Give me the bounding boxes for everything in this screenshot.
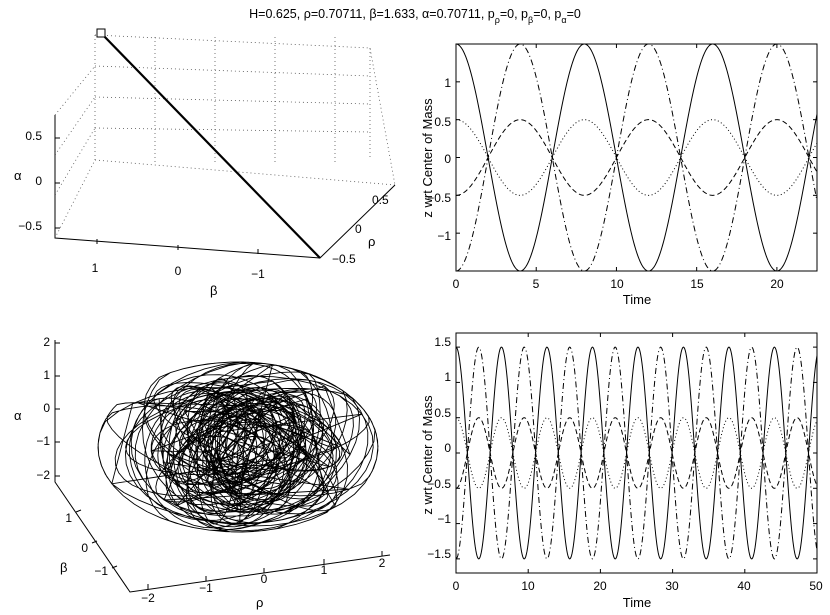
tl-z-label: α [14,168,22,183]
tl-y-label: β [210,283,217,298]
series-line-dotted [455,119,818,196]
tl-x-tick-0: 0.5 [372,193,389,207]
chaotic-trajectory [97,361,379,533]
br-y-tick-6: 1.5 [434,335,451,349]
grid-line [94,65,371,77]
tr-x-tick-2: 10 [610,277,624,291]
tr-y-tick-2: 0 [444,152,451,166]
axes-3d-top [54,115,396,259]
br-y-tick-1: −1 [437,512,451,526]
tl-y-tick-2: −1 [251,267,265,281]
tl-y-tick-0: 1 [92,261,99,275]
br-y-tick-4: 0.5 [434,406,451,420]
y-tick [111,565,118,569]
bl-z-label: α [14,408,22,423]
bl-x-label: ρ [256,595,263,610]
tl-z-tick-0: 0.5 [25,129,42,143]
grid-back-edges [54,34,396,239]
bl-x-tick-4: 2 [379,556,386,570]
series-line-dashed [455,119,818,196]
bl-x-tick-2: 0 [261,572,268,586]
grid-line [54,65,96,116]
br-y-tick-0: −1.5 [427,547,451,561]
grid-line [94,127,371,133]
axes-3d-bottom [54,340,391,593]
tr-x-tick-4: 20 [770,277,784,291]
tr-x-label: Time [623,292,651,307]
br-x-tick-4: 40 [737,579,751,593]
trajectory-line [100,32,321,259]
br-x-tick-3: 30 [665,579,679,593]
series-line-dash-dot [455,346,818,560]
br-x-tick-2: 20 [593,579,607,593]
br-x-tick-1: 10 [521,579,535,593]
grid-line [54,127,96,196]
grid-3d-top [54,34,396,239]
bl-z-tick-1: 1 [43,368,50,382]
bl-z-tick-3: −1 [36,434,50,448]
tl-y-tick-1: 0 [175,264,182,278]
bl-z-tick-0: 2 [43,335,50,349]
bl-x-tick-1: −1 [199,581,213,595]
tr-x-tick-3: 15 [690,277,704,291]
bl-z-tick-4: −2 [36,468,50,482]
tl-z-tick-1: 0 [35,174,42,188]
br-y-label: z wrt Center of Mass [420,395,435,515]
br-series [455,346,818,560]
axis-frame [54,115,396,259]
figure-title: H=0.625, ρ=0.70711, β=1.633, α=0.70711, … [249,7,581,25]
series-line-dotted [455,417,818,489]
start-marker [96,28,106,38]
bl-y-tick-0: 1 [65,511,72,525]
subplot-2d-bottom-right: −1.5 −1 −0.5 0 0.5 1 1.5 0 10 20 30 40 5… [420,332,823,610]
tr-y-label: z wrt Center of Mass [420,98,435,218]
br-x-tick-5: 50 [809,579,823,593]
series-line-dash-dot [455,43,818,272]
tl-z-tick-2: −0.5 [18,219,42,233]
br-y-tick-5: 1 [444,370,451,384]
br-x-label: Time [623,595,651,610]
subplot-3d-bottom-left: 2 1 0 −1 −2 α 1 0 −1 β −2 −1 0 1 2 ρ [14,335,391,610]
bl-y-label: β [60,560,67,575]
bl-y-tick-2: −1 [94,564,108,578]
axis-frame [54,340,391,593]
grid-line [94,96,371,105]
tl-x-tick-1: 0 [355,222,362,236]
tr-x-tick-0: 0 [453,277,460,291]
series-line-solid [455,43,818,272]
grid-line [54,96,96,156]
tr-tick-marks [455,44,817,271]
tl-x-label: ρ [368,234,375,249]
tr-y-tick-0: −1 [437,229,451,243]
subplot-3d-top-left: 0.5 0 −0.5 α 1 0 −1 β 0.5 0 −0.5 ρ [14,28,396,298]
tr-x-tick-1: 5 [533,277,540,291]
y-tick [91,540,98,544]
y-tick [75,509,82,513]
series-line-solid [455,346,818,560]
bl-x-tick-3: 1 [321,563,328,577]
tr-y-tick-3: 0.5 [434,115,451,129]
tr-y-tick-1: −0.5 [427,191,451,205]
tr-axes-box [455,43,818,272]
br-x-tick-0: 0 [453,579,460,593]
tl-x-tick-2: −0.5 [332,252,356,266]
bl-y-tick-1: 0 [81,541,88,555]
bl-z-tick-2: 0 [43,401,50,415]
tr-series [455,43,818,272]
br-y-tick-2: −0.5 [427,477,451,491]
subplot-2d-top-right: −1 −0.5 0 0.5 1 0 5 10 15 20 Time z wrt … [420,43,818,307]
bl-x-tick-0: −2 [141,591,155,605]
br-y-tick-3: 0 [444,441,451,455]
series-line-dashed [455,417,818,489]
tr-y-tick-4: 1 [444,76,451,90]
